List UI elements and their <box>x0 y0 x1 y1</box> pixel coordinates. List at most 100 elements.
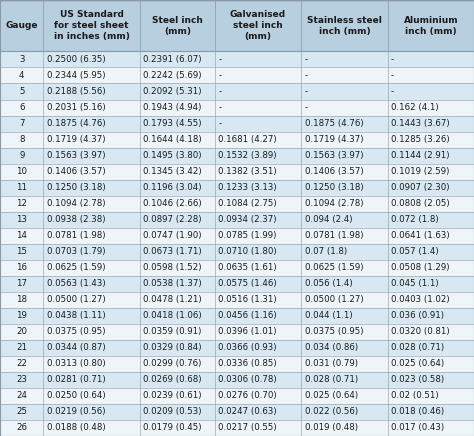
Bar <box>215 292 301 308</box>
Text: 9: 9 <box>19 151 25 160</box>
Bar <box>301 404 388 420</box>
Text: -: - <box>304 87 308 96</box>
Text: 0.018 (0.46): 0.018 (0.46) <box>391 408 444 416</box>
Bar <box>301 148 388 164</box>
Text: 0.0306 (0.78): 0.0306 (0.78) <box>218 375 277 385</box>
Text: 0.1443 (3.67): 0.1443 (3.67) <box>391 119 449 128</box>
Text: 0.0538 (1.37): 0.0538 (1.37) <box>143 279 201 288</box>
Text: 0.0313 (0.80): 0.0313 (0.80) <box>47 359 105 368</box>
Bar <box>140 164 215 180</box>
Bar <box>44 116 140 132</box>
Text: 0.1250 (3.18): 0.1250 (3.18) <box>47 183 105 192</box>
Text: 0.2391 (6.07): 0.2391 (6.07) <box>143 55 201 64</box>
Text: 0.1563 (3.97): 0.1563 (3.97) <box>47 151 105 160</box>
Bar <box>44 420 140 436</box>
Text: 0.1094 (2.78): 0.1094 (2.78) <box>47 199 105 208</box>
Bar <box>388 132 474 147</box>
Text: 5: 5 <box>19 87 25 96</box>
Bar <box>44 196 140 211</box>
Text: -: - <box>218 119 221 128</box>
Bar <box>301 260 388 276</box>
Bar <box>301 292 388 308</box>
Text: 0.0217 (0.55): 0.0217 (0.55) <box>218 423 277 433</box>
Bar <box>388 372 474 388</box>
Bar <box>44 244 140 260</box>
Bar <box>215 132 301 147</box>
Bar <box>215 276 301 292</box>
Text: 0.1084 (2.75): 0.1084 (2.75) <box>218 199 277 208</box>
Text: 13: 13 <box>16 215 27 224</box>
Bar <box>301 164 388 180</box>
Text: 0.1532 (3.89): 0.1532 (3.89) <box>218 151 277 160</box>
Bar <box>388 148 474 164</box>
Text: 22: 22 <box>16 359 27 368</box>
Bar <box>215 228 301 244</box>
Text: 0.1250 (3.18): 0.1250 (3.18) <box>304 183 363 192</box>
Bar <box>44 260 140 276</box>
Bar <box>140 228 215 244</box>
Bar <box>140 340 215 356</box>
Text: 20: 20 <box>16 327 27 336</box>
Bar <box>44 99 140 116</box>
Text: 0.1046 (2.66): 0.1046 (2.66) <box>143 199 201 208</box>
Text: 0.019 (0.48): 0.019 (0.48) <box>304 423 357 433</box>
Bar <box>0 324 44 340</box>
Text: 16: 16 <box>16 263 27 272</box>
Bar <box>301 308 388 324</box>
Text: 0.028 (0.71): 0.028 (0.71) <box>391 344 444 352</box>
Text: 0.1644 (4.18): 0.1644 (4.18) <box>143 135 201 144</box>
Text: 0.0710 (1.80): 0.0710 (1.80) <box>218 247 277 256</box>
Bar <box>140 276 215 292</box>
Bar <box>301 99 388 116</box>
Text: 0.0375 (0.95): 0.0375 (0.95) <box>47 327 105 336</box>
Bar <box>388 244 474 260</box>
Bar <box>0 164 44 180</box>
Bar <box>44 148 140 164</box>
Text: 0.0563 (1.43): 0.0563 (1.43) <box>47 279 105 288</box>
Text: 0.1875 (4.76): 0.1875 (4.76) <box>304 119 363 128</box>
Bar <box>388 420 474 436</box>
Bar <box>140 132 215 147</box>
Bar <box>44 340 140 356</box>
Text: 0.2188 (5.56): 0.2188 (5.56) <box>47 87 105 96</box>
Text: 0.1719 (4.37): 0.1719 (4.37) <box>47 135 105 144</box>
Bar <box>388 308 474 324</box>
Bar <box>215 84 301 99</box>
Bar <box>301 356 388 372</box>
Text: 0.0747 (1.90): 0.0747 (1.90) <box>143 231 201 240</box>
Text: -: - <box>391 55 394 64</box>
Text: 0.0897 (2.28): 0.0897 (2.28) <box>143 215 201 224</box>
Bar <box>0 196 44 211</box>
Text: 0.1793 (4.55): 0.1793 (4.55) <box>143 119 201 128</box>
Text: 0.057 (1.4): 0.057 (1.4) <box>391 247 438 256</box>
Text: 12: 12 <box>16 199 27 208</box>
Bar <box>388 0 474 51</box>
Text: 0.2031 (5.16): 0.2031 (5.16) <box>47 103 105 112</box>
Text: 0.1681 (4.27): 0.1681 (4.27) <box>218 135 277 144</box>
Bar <box>44 0 140 51</box>
Text: 19: 19 <box>16 311 27 320</box>
Text: 0.2242 (5.69): 0.2242 (5.69) <box>143 71 201 80</box>
Bar <box>301 196 388 211</box>
Bar <box>388 292 474 308</box>
Text: 0.0575 (1.46): 0.0575 (1.46) <box>218 279 277 288</box>
Text: -: - <box>304 103 308 112</box>
Text: 0.023 (0.58): 0.023 (0.58) <box>391 375 444 385</box>
Bar <box>301 84 388 99</box>
Text: 0.2092 (5.31): 0.2092 (5.31) <box>143 87 201 96</box>
Bar <box>215 196 301 211</box>
Bar <box>215 0 301 51</box>
Bar <box>0 404 44 420</box>
Bar <box>44 276 140 292</box>
Bar <box>388 99 474 116</box>
Bar <box>44 356 140 372</box>
Text: 0.0808 (2.05): 0.0808 (2.05) <box>391 199 449 208</box>
Text: 0.0625 (1.59): 0.0625 (1.59) <box>304 263 363 272</box>
Text: 21: 21 <box>16 344 27 352</box>
Text: 7: 7 <box>19 119 25 128</box>
Bar <box>301 180 388 196</box>
Text: 0.044 (1.1): 0.044 (1.1) <box>304 311 352 320</box>
Bar <box>0 132 44 147</box>
Bar <box>0 116 44 132</box>
Text: 0.0500 (1.27): 0.0500 (1.27) <box>47 295 105 304</box>
